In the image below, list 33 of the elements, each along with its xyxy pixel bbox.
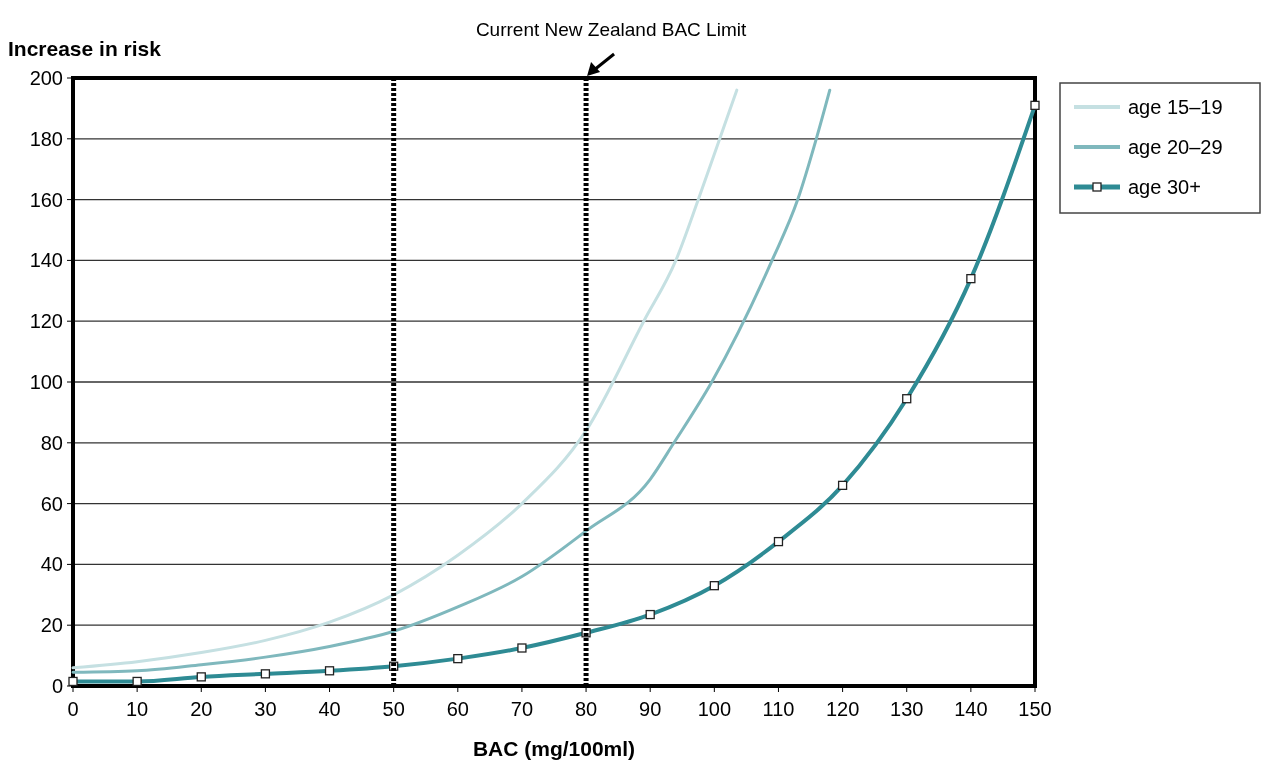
- x-tick-label: 100: [697, 698, 732, 720]
- y-tick-label: 20: [40, 614, 63, 637]
- ref-line-label: Current New Zealand BAC Limit: [475, 19, 747, 40]
- x-tick-label: 70: [510, 698, 534, 720]
- x-tick-label: 10: [126, 698, 149, 720]
- x-tick-label: 110: [762, 698, 795, 720]
- y-tick-label: 160: [29, 188, 63, 211]
- x-tick-label: 40: [318, 698, 341, 720]
- x-tick-label: 0: [67, 698, 79, 720]
- x-tick-label: 60: [446, 698, 469, 720]
- y-tick-label: 180: [29, 127, 63, 150]
- y-tick-label: 80: [40, 431, 63, 454]
- x-tick-label: 150: [1018, 698, 1052, 720]
- x-tick-label: 20: [190, 698, 213, 720]
- x-axis-title: BAC (mg/100ml): [472, 737, 636, 760]
- y-tick-label: 40: [40, 553, 63, 576]
- x-tick-label: 50: [382, 698, 405, 720]
- x-tick-label: 130: [890, 698, 924, 720]
- legend-label: age 20–29: [1128, 136, 1223, 158]
- x-tick-label: 30: [254, 698, 277, 720]
- legend-label: age 30+: [1128, 176, 1201, 198]
- y-tick-label: 0: [51, 675, 63, 697]
- x-tick-label: 120: [825, 698, 860, 720]
- x-tick-label: 90: [639, 698, 662, 720]
- x-tick-label: 80: [574, 698, 598, 720]
- y-tick-label: 100: [29, 371, 63, 393]
- y-tick-label: 120: [29, 310, 63, 333]
- y-tick-label: 140: [29, 249, 63, 272]
- y-axis-title: Increase in risk: [8, 37, 162, 60]
- x-tick-label: 140: [954, 698, 988, 720]
- y-tick-label: 60: [40, 492, 63, 515]
- y-tick-label: 200: [29, 67, 63, 89]
- legend-label: age 15–19: [1128, 96, 1223, 118]
